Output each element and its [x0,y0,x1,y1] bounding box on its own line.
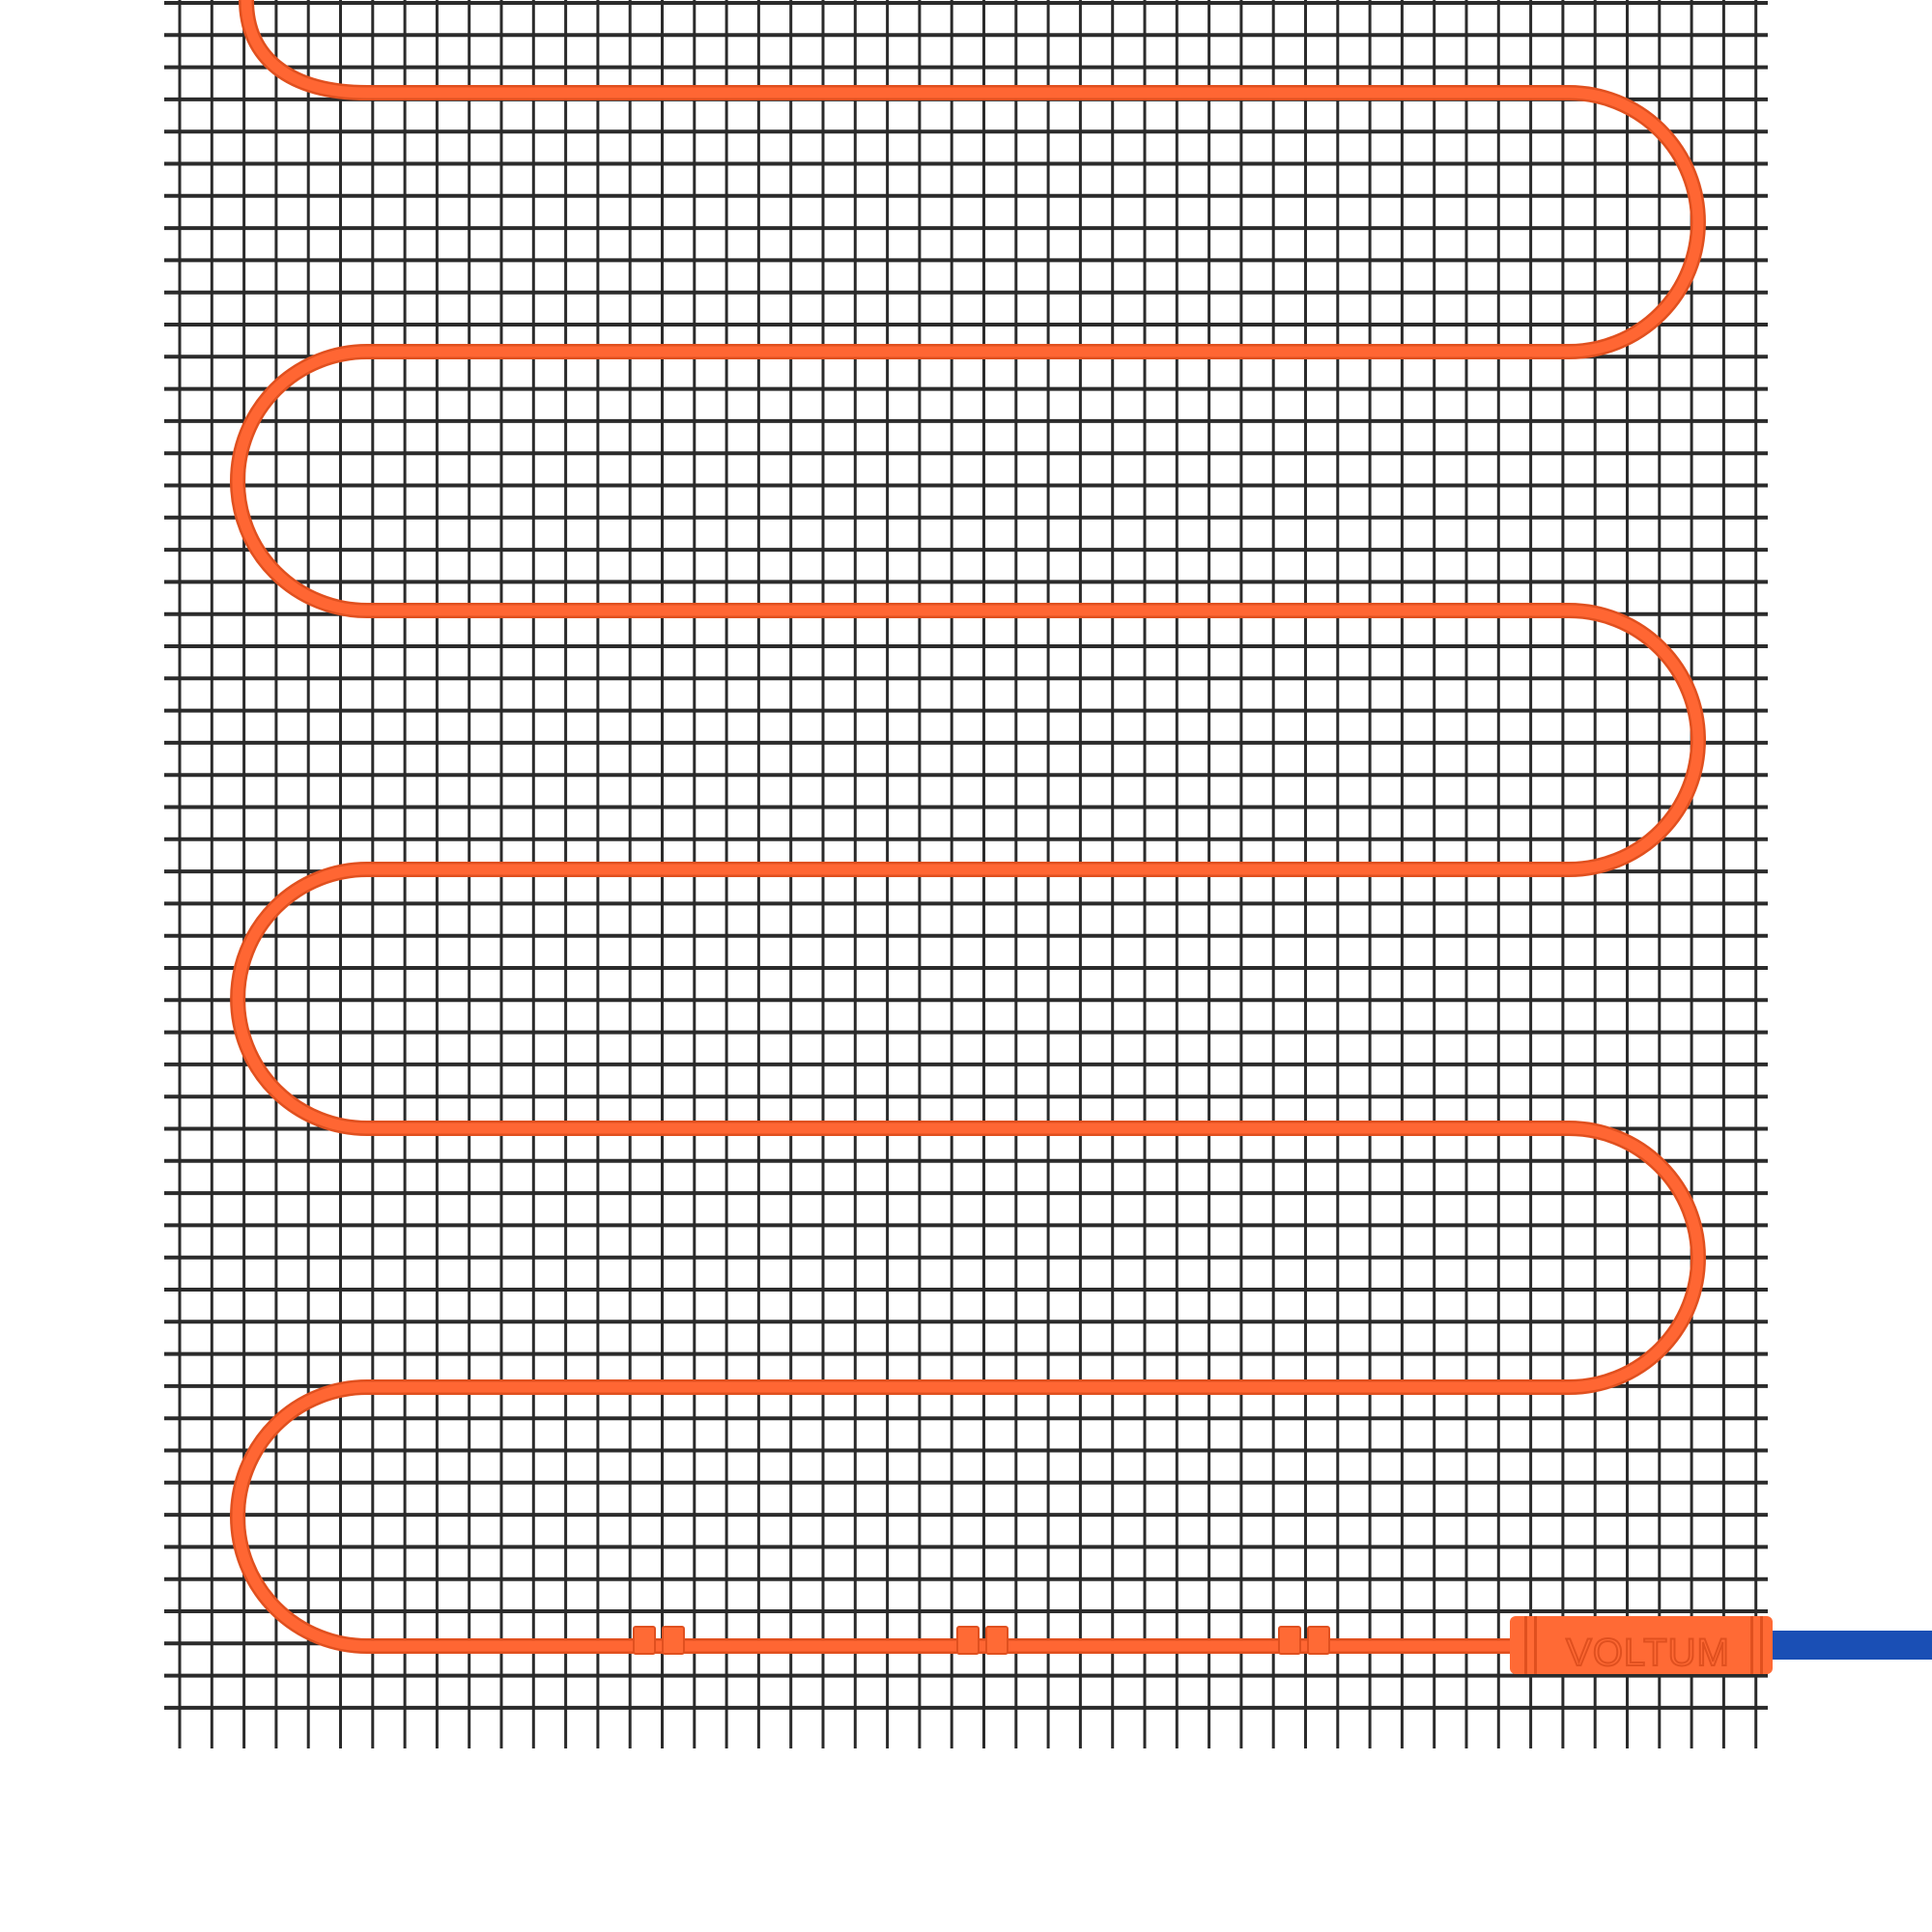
cable-clip [985,1626,1009,1655]
cable-clip [956,1626,980,1655]
brand-logo: VOLTUM [1566,1632,1730,1674]
heating-cable [232,0,1704,1652]
cable-clip [633,1626,656,1655]
cable-connector: VOLTUM [1510,1616,1773,1675]
cable-clip [1278,1626,1301,1655]
cable-clips [633,1626,1330,1655]
heating-cable-shadow [230,0,1706,1654]
power-lead-cable [1770,1631,1932,1660]
cable-clip [1307,1626,1330,1655]
cable-clip [662,1626,685,1655]
